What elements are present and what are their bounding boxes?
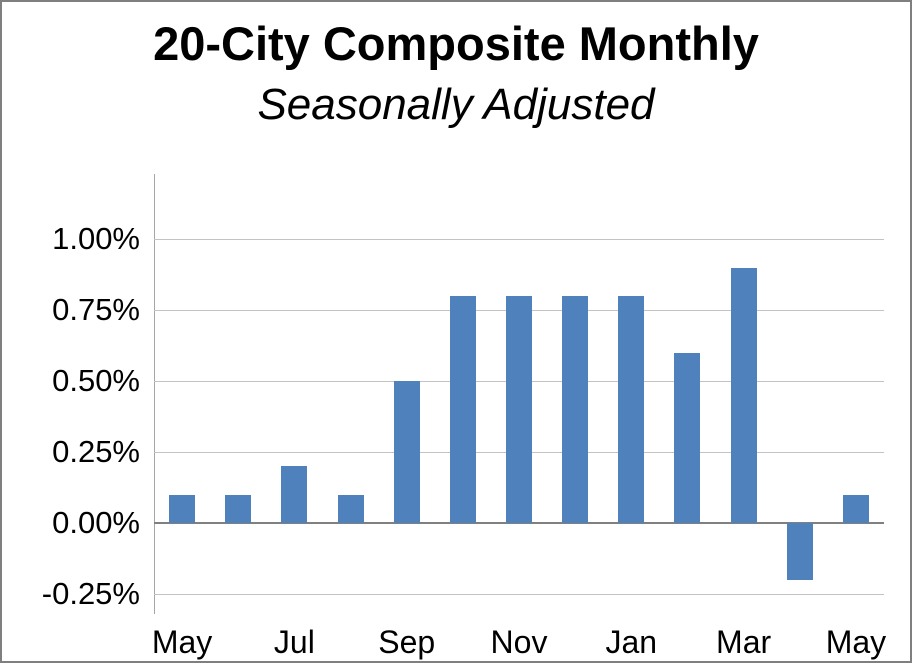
x-tick-label: Jan — [605, 624, 658, 660]
bar-feb-9 — [674, 352, 701, 524]
y-tick-label: 1.00% — [52, 221, 140, 257]
bar-dec-7 — [562, 296, 589, 524]
bar-sep-4 — [393, 381, 420, 524]
y-tick-label: 0.75% — [52, 292, 140, 328]
chart-title: 20-City Composite Monthly — [153, 17, 759, 70]
gridline — [154, 593, 884, 595]
x-tick-label: Nov — [490, 624, 548, 660]
bar-nov-6 — [506, 296, 532, 524]
y-tick-label: 0.50% — [52, 363, 140, 399]
x-tick-label: May — [151, 624, 213, 660]
y-tick-label: 0.25% — [52, 434, 140, 470]
y-tick-label: -0.25% — [41, 576, 140, 612]
x-tick-label: Sep — [378, 624, 436, 660]
zero-axis-line — [154, 522, 884, 525]
x-tick-label: Mar — [716, 624, 772, 660]
bar-jul-2 — [281, 466, 308, 524]
y-tick-label: 0.00% — [52, 505, 140, 541]
bar-may-0 — [169, 494, 196, 524]
x-tick-label: Jul — [273, 624, 315, 660]
bar-jan-8 — [618, 296, 645, 524]
gridline — [154, 238, 884, 240]
bar-mar-10 — [730, 267, 757, 524]
bar-apr-11 — [786, 523, 813, 580]
bar-may-12 — [842, 494, 869, 524]
y-axis-line — [154, 174, 155, 614]
x-tick-label: May — [825, 624, 887, 660]
bar-aug-3 — [337, 494, 364, 524]
chart-subtitle: Seasonally Adjusted — [257, 80, 655, 129]
plot-area — [154, 174, 884, 614]
bar-jun-1 — [225, 494, 252, 524]
bar-oct-5 — [449, 296, 476, 524]
